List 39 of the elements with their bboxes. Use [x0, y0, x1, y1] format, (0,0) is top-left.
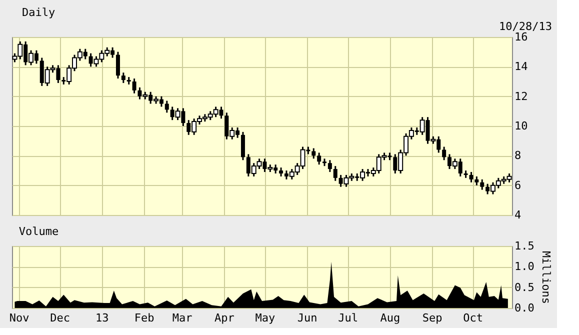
chart-title: Volume: [18, 225, 59, 238]
text: 10/28/13: [499, 20, 552, 33]
candlestick: [469, 171, 474, 184]
y-tick-label: 8: [514, 149, 522, 162]
y-tick-label: 0.5: [514, 280, 534, 294]
candlestick: [132, 78, 136, 94]
candlestick: [121, 72, 126, 84]
candlestick: [442, 146, 446, 161]
y-tick-label: 1.5: [514, 240, 534, 252]
y-tick-label: 16: [514, 30, 528, 44]
x-tick-label: Feb: [134, 312, 154, 324]
candlestick: [312, 148, 316, 160]
candlestick: [328, 159, 332, 173]
y-tick-label: 10: [514, 120, 528, 132]
y-tick-label: 14: [514, 60, 528, 74]
y-tick-label: 4: [514, 208, 522, 222]
candlestick: [317, 152, 322, 166]
y-tick-label: 0.0: [514, 302, 534, 314]
x-tick-label: Mar: [172, 312, 193, 324]
x-tick-label: Jun: [297, 312, 318, 324]
candlestick: [164, 100, 169, 114]
candlestick: [240, 131, 245, 161]
y-tick-label: 6: [514, 178, 522, 192]
x-tick-label: Dec: [50, 312, 70, 324]
candlestick: [480, 178, 484, 191]
candlestick: [333, 165, 338, 182]
chart-title: Daily: [22, 6, 56, 19]
y-axis-title: Millions: [539, 251, 552, 304]
x-tick-label: Jul: [338, 312, 358, 324]
y-tick-label: 1.0: [514, 260, 534, 274]
candlestick: [116, 51, 120, 80]
y-tick-label: 12: [514, 90, 528, 103]
x-tick-label: Apr: [214, 312, 235, 324]
x-tick-label: 13: [96, 312, 109, 324]
x-tick-label: Oct: [463, 312, 484, 324]
x-tick-label: Nov: [9, 312, 30, 324]
x-tick-label: Sep: [422, 312, 442, 324]
x-tick-label: Aug: [380, 312, 400, 324]
x-tick-label: May: [255, 312, 276, 324]
